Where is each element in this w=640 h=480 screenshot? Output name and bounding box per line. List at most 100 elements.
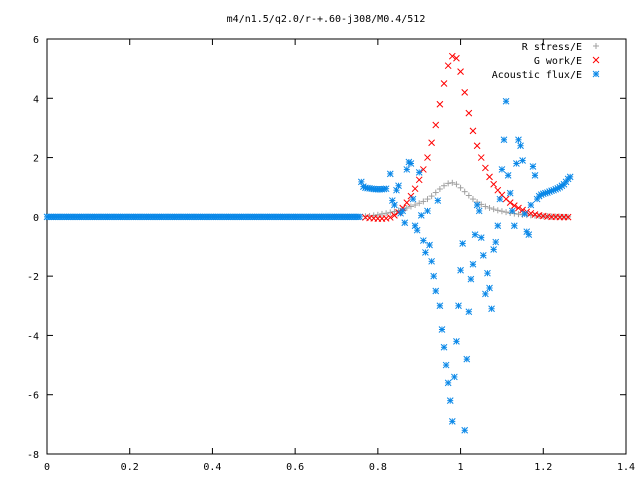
data-point bbox=[399, 207, 407, 215]
data-point bbox=[416, 200, 423, 207]
data-point bbox=[513, 160, 520, 167]
data-point bbox=[494, 222, 502, 230]
data-point bbox=[564, 213, 572, 221]
data-point bbox=[525, 231, 533, 238]
series-2 bbox=[357, 97, 574, 434]
data-point bbox=[461, 426, 469, 434]
data-point bbox=[537, 191, 545, 198]
data-point bbox=[465, 308, 473, 316]
x-tick-label: 1.2 bbox=[534, 462, 552, 473]
data-point bbox=[422, 249, 429, 256]
data-point bbox=[486, 173, 493, 181]
data-point bbox=[475, 207, 483, 215]
data-point bbox=[419, 166, 427, 173]
data-point bbox=[440, 80, 448, 87]
data-point bbox=[374, 211, 381, 218]
acoustic-flux-baseline bbox=[43, 213, 364, 221]
data-point bbox=[432, 189, 439, 196]
data-point bbox=[527, 201, 535, 209]
data-point bbox=[477, 154, 485, 161]
data-point bbox=[395, 182, 402, 190]
data-point bbox=[420, 198, 427, 205]
data-point bbox=[415, 176, 423, 184]
data-point bbox=[391, 201, 398, 209]
y-tick-label: -2 bbox=[27, 272, 39, 283]
data-point bbox=[378, 210, 385, 217]
data-point bbox=[465, 109, 473, 117]
legend-marker bbox=[592, 70, 600, 78]
data-point bbox=[413, 226, 421, 234]
data-point bbox=[442, 361, 450, 369]
data-point bbox=[457, 184, 464, 191]
data-point bbox=[386, 214, 394, 221]
data-point bbox=[469, 260, 477, 268]
data-point bbox=[391, 208, 398, 215]
y-tick-label: 2 bbox=[33, 154, 39, 165]
data-point bbox=[482, 290, 489, 298]
data-point bbox=[441, 182, 448, 189]
legend-label: G work/E bbox=[534, 56, 582, 67]
data-point bbox=[498, 208, 505, 215]
data-point bbox=[387, 209, 394, 216]
data-point bbox=[419, 237, 427, 244]
data-point bbox=[484, 269, 491, 277]
chart-title: m4/n1.5/q2.0/r-+.60-j308/M0.4/512 bbox=[227, 14, 426, 25]
data-point bbox=[403, 199, 411, 206]
data-point bbox=[417, 212, 425, 219]
data-point bbox=[449, 179, 456, 186]
data-point bbox=[436, 100, 444, 108]
data-point bbox=[428, 139, 435, 147]
data-point bbox=[382, 185, 390, 193]
data-point bbox=[469, 196, 476, 203]
data-point bbox=[451, 373, 458, 381]
data-point bbox=[461, 188, 468, 195]
x-tick-label: 1 bbox=[458, 462, 464, 473]
data-point bbox=[531, 211, 539, 218]
data-point bbox=[467, 275, 475, 283]
data-point bbox=[453, 338, 460, 345]
data-point bbox=[510, 202, 518, 209]
y-axis: -8 -6 -4 -2 0 2 4 6 bbox=[27, 35, 626, 461]
x-tick-label: 0 bbox=[44, 462, 50, 473]
data-point bbox=[407, 160, 415, 167]
data-point bbox=[424, 207, 431, 215]
data-point bbox=[436, 302, 444, 310]
data-point bbox=[527, 209, 535, 217]
legend-label: R stress/E bbox=[522, 42, 582, 53]
data-point bbox=[508, 207, 516, 215]
data-point bbox=[492, 238, 500, 246]
data-point bbox=[403, 166, 411, 173]
data-point bbox=[434, 197, 442, 204]
data-point bbox=[382, 214, 390, 222]
data-point bbox=[515, 136, 522, 144]
data-point bbox=[498, 166, 506, 173]
x-tick-label: 0.6 bbox=[286, 462, 304, 473]
y-tick-label: 6 bbox=[33, 35, 39, 46]
series-layer bbox=[43, 52, 574, 434]
x-tick-label: 0.8 bbox=[369, 462, 387, 473]
data-point bbox=[432, 287, 440, 295]
data-point bbox=[519, 157, 526, 164]
data-point bbox=[515, 211, 522, 218]
data-point bbox=[436, 185, 443, 192]
legend-marker bbox=[593, 43, 599, 49]
data-point bbox=[490, 180, 498, 188]
data-point bbox=[529, 163, 537, 170]
x-tick-label: 0.2 bbox=[121, 462, 139, 473]
y-tick-label: 4 bbox=[33, 94, 39, 105]
data-point bbox=[473, 201, 481, 209]
data-point bbox=[457, 266, 464, 274]
data-point bbox=[471, 231, 479, 238]
data-point bbox=[428, 257, 435, 265]
data-point bbox=[391, 212, 398, 219]
data-point bbox=[461, 89, 469, 96]
data-point bbox=[478, 201, 485, 208]
x-tick-label: 0.4 bbox=[203, 462, 221, 473]
data-point bbox=[457, 68, 464, 75]
data-point bbox=[521, 210, 529, 218]
data-point bbox=[409, 195, 417, 203]
x-tick-label: 1.4 bbox=[617, 462, 635, 473]
data-point bbox=[386, 170, 394, 178]
data-point bbox=[459, 240, 466, 247]
data-point bbox=[494, 207, 501, 214]
